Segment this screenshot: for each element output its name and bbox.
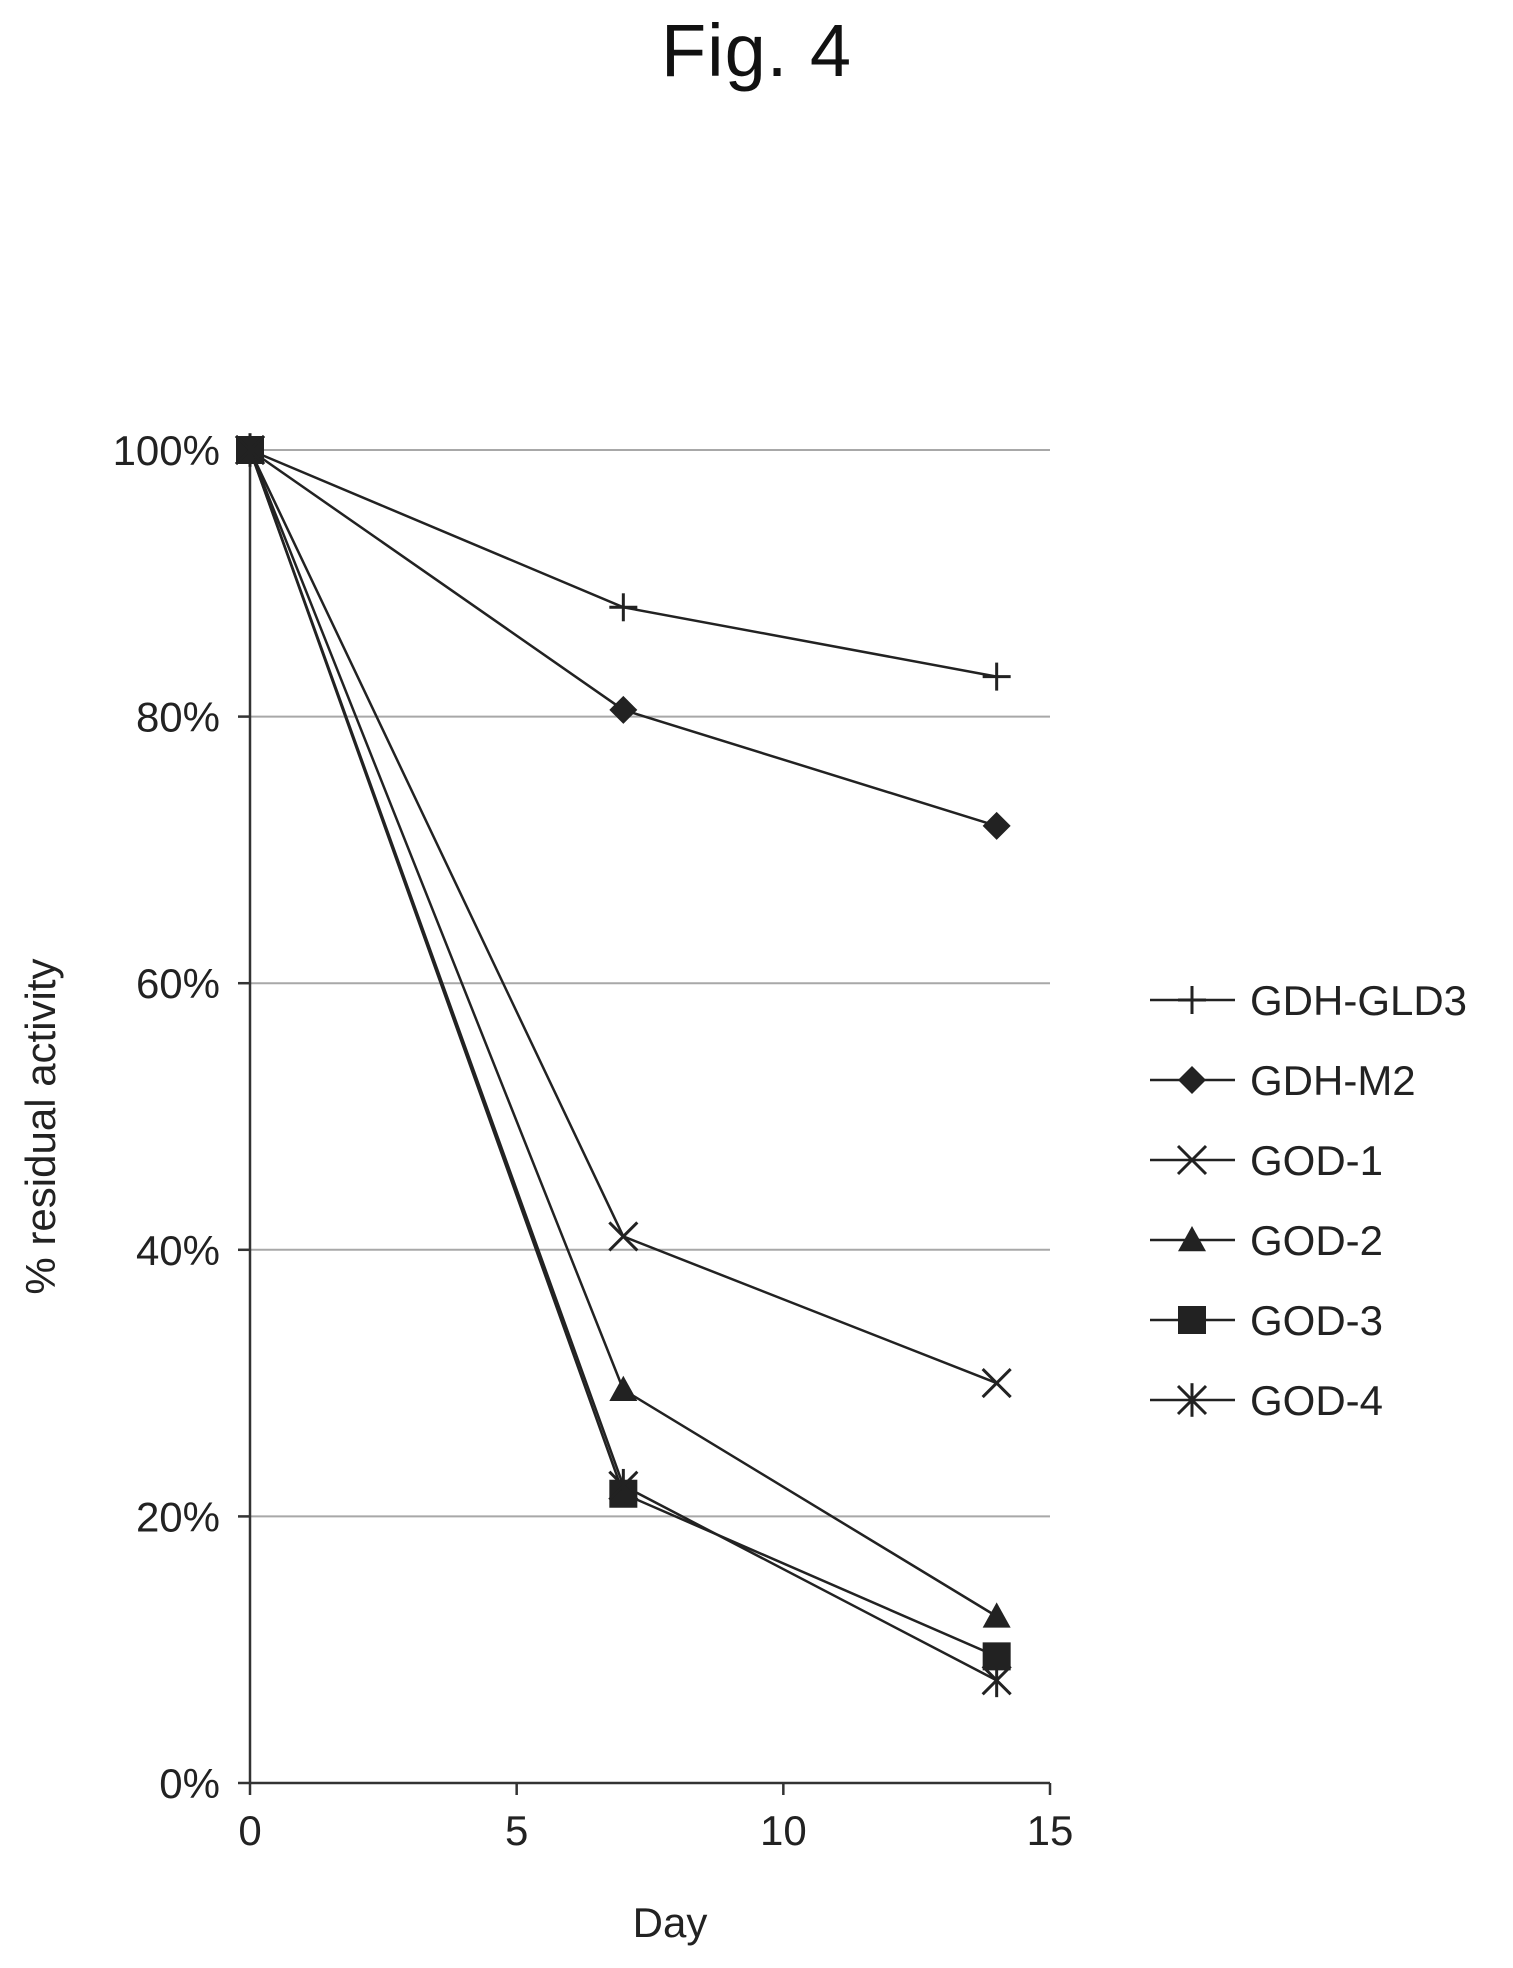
y-tick-label: 100% bbox=[113, 427, 220, 474]
data-point-x bbox=[981, 1368, 1012, 1399]
legend-item: GDH-GLD3 bbox=[1150, 977, 1467, 1024]
series-line-4 bbox=[248, 449, 998, 1618]
series-line-3 bbox=[248, 449, 998, 1385]
data-point-asterisk bbox=[981, 1663, 1012, 1698]
legend-label: GOD-1 bbox=[1250, 1137, 1383, 1184]
x-axis-title: Day bbox=[633, 1899, 708, 1946]
legend-item: GOD-3 bbox=[1150, 1297, 1383, 1344]
y-tick-label: 40% bbox=[136, 1227, 220, 1274]
legend-item: GOD-4 bbox=[1150, 1377, 1383, 1424]
series-line-1 bbox=[249, 448, 997, 678]
y-tick-label: 80% bbox=[136, 694, 220, 741]
legend-marker-triangle bbox=[1178, 1226, 1206, 1252]
legend-item: GOD-1 bbox=[1150, 1137, 1383, 1184]
marker-stroke bbox=[1176, 1144, 1208, 1176]
series-line-2 bbox=[249, 448, 998, 828]
legend-marker-diamond bbox=[1178, 1066, 1206, 1094]
marker-shape bbox=[1178, 1066, 1206, 1094]
y-tick-label: 20% bbox=[136, 1493, 220, 1540]
marker-shape bbox=[1178, 1226, 1206, 1252]
x-tick-label: 10 bbox=[760, 1807, 807, 1854]
data-point-diamond bbox=[982, 811, 1011, 840]
marker-shape bbox=[609, 1375, 638, 1401]
data-point-asterisk bbox=[234, 433, 266, 467]
figure-title: Fig. 4 bbox=[660, 9, 853, 92]
legend-label: GDH-GLD3 bbox=[1250, 977, 1467, 1024]
data-point-triangle bbox=[609, 1375, 638, 1401]
data-point-x bbox=[608, 1221, 639, 1252]
data-point-plus bbox=[982, 662, 1011, 691]
legend-marker-plus bbox=[1178, 986, 1206, 1014]
marker-shape bbox=[982, 1602, 1011, 1628]
legend-label: GOD-4 bbox=[1250, 1377, 1383, 1424]
legend-label: GDH-M2 bbox=[1250, 1057, 1416, 1104]
x-tick-label: 15 bbox=[1027, 1807, 1074, 1854]
y-axis-title: % residual activity bbox=[17, 958, 64, 1294]
y-tick-label: 60% bbox=[136, 960, 220, 1007]
legend-marker-square bbox=[1178, 1306, 1206, 1334]
y-tick-label: 0% bbox=[159, 1760, 220, 1807]
data-point-plus bbox=[609, 593, 638, 622]
marker-stroke bbox=[608, 1221, 639, 1252]
data-point-diamond bbox=[609, 695, 638, 724]
x-tick-label: 0 bbox=[238, 1807, 261, 1854]
legend-marker-asterisk bbox=[1176, 1383, 1208, 1417]
legend-label: GOD-3 bbox=[1250, 1297, 1383, 1344]
marker-shape bbox=[982, 811, 1011, 840]
legend-label: GOD-2 bbox=[1250, 1217, 1383, 1264]
x-tick-label: 5 bbox=[505, 1807, 528, 1854]
marker-shape bbox=[1178, 1306, 1206, 1334]
data-point-triangle bbox=[982, 1602, 1011, 1628]
legend-marker-x bbox=[1176, 1144, 1208, 1176]
data-point-asterisk bbox=[608, 1468, 639, 1503]
marker-stroke bbox=[981, 1368, 1012, 1399]
marker-shape bbox=[609, 695, 638, 724]
